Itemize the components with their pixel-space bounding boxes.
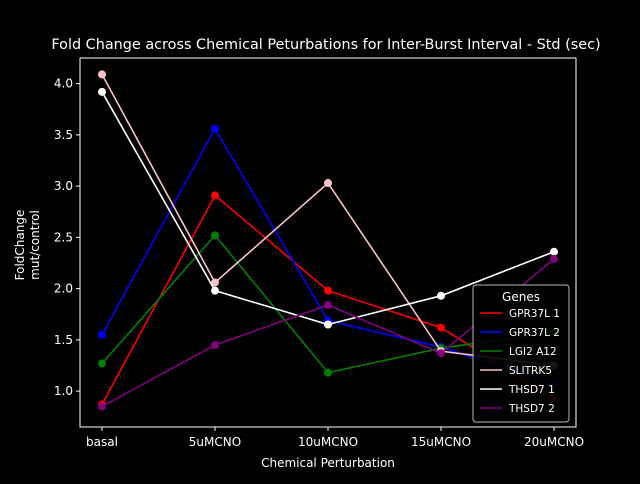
legend-label: SLITRK5 (509, 365, 552, 377)
y-axis-label-line-2: mut/control (28, 210, 42, 280)
data-point (324, 179, 332, 188)
data-point (550, 254, 558, 263)
data-point (211, 286, 219, 295)
data-point (550, 247, 558, 256)
data-point (437, 291, 445, 300)
y-axis-label: FoldChange mut/control (13, 210, 42, 281)
data-point (324, 301, 332, 310)
legend-label: LGI2 A12 (509, 346, 557, 358)
y-tick-label: 1.0 (54, 384, 73, 398)
legend-label: THSD7 2 (508, 403, 555, 415)
data-point (98, 402, 106, 411)
data-point (98, 87, 106, 96)
data-point (98, 70, 106, 79)
legend-box (472, 284, 570, 423)
data-point (437, 349, 445, 358)
y-tick-label: 2.0 (54, 282, 73, 296)
data-point (324, 368, 332, 377)
y-tick-label: 4.0 (54, 77, 73, 91)
data-point (324, 320, 332, 329)
data-point (211, 124, 219, 133)
chart-title: Fold Change across Chemical Peturbations… (51, 37, 600, 53)
x-tick-label: 20uMCNO (524, 435, 584, 449)
legend-label: GPR37L 1 (509, 308, 560, 320)
data-point (211, 191, 219, 200)
data-point (98, 330, 106, 339)
x-axis: basal 5uMCNO 10uMCNO 15uMCNO 20uMCNO (86, 427, 584, 449)
data-point (437, 323, 445, 332)
legend-items: GPR37L 1 GPR37L 2 LGI2 A12 SLITRK5 THSD7 1 TH… (480, 308, 560, 415)
x-tick-label: 10uMCNO (298, 435, 358, 449)
y-tick-label: 3.5 (54, 128, 73, 142)
legend-label: GPR37L 2 (509, 327, 560, 339)
legend-title: Genes (502, 290, 540, 304)
series-layer (98, 70, 558, 411)
legend: Genes GPR37L 1 GPR37L 2 LGI2 A12 SLITRK5 THS… (472, 284, 570, 423)
data-point (211, 231, 219, 240)
x-tick-label: 15uMCNO (411, 435, 471, 449)
y-axis: 1.0 1.5 2.0 2.5 3.0 3.5 4.0 (54, 77, 80, 398)
x-tick-label: basal (86, 435, 118, 449)
y-tick-label: 3.0 (54, 179, 73, 193)
y-axis-label-line-1: FoldChange (13, 210, 27, 281)
data-point (211, 341, 219, 349)
legend-label: THSD7 1 (508, 384, 555, 396)
y-tick-label: 2.5 (54, 230, 73, 244)
series-thsd7-1 (98, 87, 558, 329)
data-point (324, 286, 332, 295)
data-point (98, 359, 106, 368)
y-tick-label: 1.5 (54, 333, 73, 347)
x-axis-label: Chemical Perturbation (261, 456, 395, 470)
x-tick-label: 5uMCNO (189, 435, 241, 449)
data-point (211, 278, 219, 287)
